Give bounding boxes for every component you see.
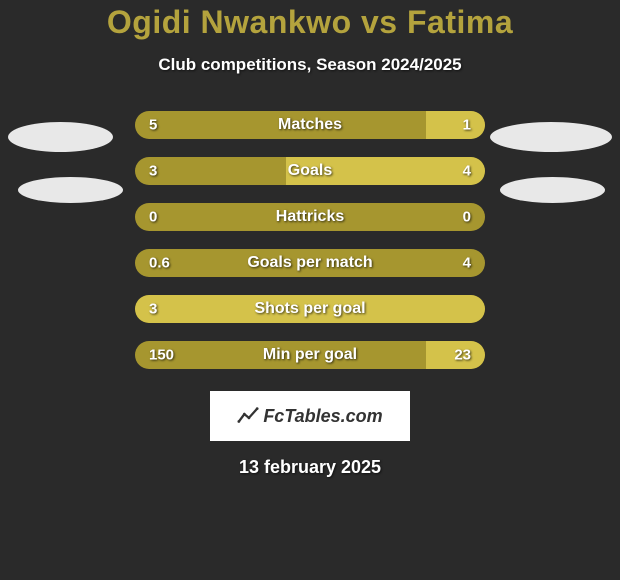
bar-label: Min per goal bbox=[263, 346, 357, 364]
bar-label: Goals per match bbox=[247, 254, 372, 272]
date-text: 13 february 2025 bbox=[0, 457, 620, 478]
fctables-badge: FcTables.com bbox=[210, 391, 410, 441]
bar-right-value: 0 bbox=[463, 209, 471, 226]
bar-right-value: 1 bbox=[463, 117, 471, 134]
stat-bar: 3 Shots per goal bbox=[135, 295, 485, 323]
stat-bar: 3 4 Goals bbox=[135, 157, 485, 185]
bar-label: Matches bbox=[278, 116, 342, 134]
bar-right-value: 4 bbox=[463, 255, 471, 272]
bar-left-value: 0 bbox=[149, 209, 157, 226]
bar-left-value: 150 bbox=[149, 347, 174, 364]
comparison-infographic: Ogidi Nwankwo vs Fatima Club competition… bbox=[0, 0, 620, 580]
bar-left-value: 3 bbox=[149, 163, 157, 180]
chart-icon bbox=[237, 405, 259, 427]
bar-right-value: 4 bbox=[463, 163, 471, 180]
bar-fill-right bbox=[426, 111, 486, 139]
player-ellipse bbox=[490, 122, 612, 152]
bar-left-value: 3 bbox=[149, 301, 157, 318]
title: Ogidi Nwankwo vs Fatima bbox=[0, 4, 620, 41]
bar-left-value: 5 bbox=[149, 117, 157, 134]
bar-right-value: 23 bbox=[454, 347, 471, 364]
bar-label: Hattricks bbox=[276, 208, 344, 226]
bar-left-value: 0.6 bbox=[149, 255, 170, 272]
stat-bar: 0.6 4 Goals per match bbox=[135, 249, 485, 277]
player-ellipse bbox=[18, 177, 123, 203]
stat-bar: 5 1 Matches bbox=[135, 111, 485, 139]
stat-bar: 0 0 Hattricks bbox=[135, 203, 485, 231]
player-ellipse bbox=[8, 122, 113, 152]
player-ellipse bbox=[500, 177, 605, 203]
brand-text: FcTables.com bbox=[263, 406, 382, 427]
bar-label: Goals bbox=[288, 162, 332, 180]
stat-bar: 150 23 Min per goal bbox=[135, 341, 485, 369]
subtitle: Club competitions, Season 2024/2025 bbox=[0, 55, 620, 75]
bar-label: Shots per goal bbox=[254, 300, 365, 318]
